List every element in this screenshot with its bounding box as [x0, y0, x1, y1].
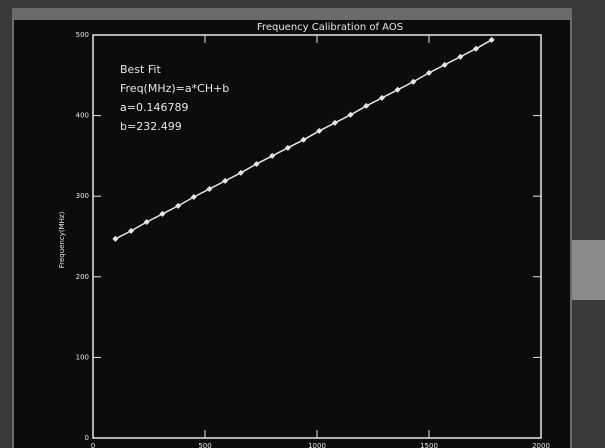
annotation: a=0.146789 [120, 101, 188, 114]
y-tick-label: 500 [76, 31, 89, 39]
y-tick-label: 0 [85, 434, 89, 442]
y-tick-label: 400 [76, 112, 89, 120]
x-tick-label: 1000 [308, 442, 326, 448]
annotation: Freq(MHz)=a*CH+b [120, 82, 229, 95]
plot-window [14, 20, 570, 448]
chart-title: Frequency Calibration of AOS [257, 22, 403, 33]
y-axis-label: Frequency(MHz) [58, 211, 66, 268]
annotation: b=232.499 [120, 120, 182, 133]
annotation: Best Fit [120, 63, 161, 76]
y-tick-label: 100 [76, 353, 89, 361]
x-tick-label: 0 [91, 442, 95, 448]
page: Frequency Calibration of AOS Frequency(M… [0, 0, 605, 448]
y-tick-label: 300 [76, 192, 89, 200]
x-tick-label: 1500 [420, 442, 438, 448]
y-tick-label: 200 [76, 273, 89, 281]
x-tick-label: 500 [198, 442, 211, 448]
chart: Frequency Calibration of AOS Frequency(M… [0, 0, 605, 448]
side-panel [572, 240, 605, 300]
x-tick-label: 2000 [532, 442, 550, 448]
